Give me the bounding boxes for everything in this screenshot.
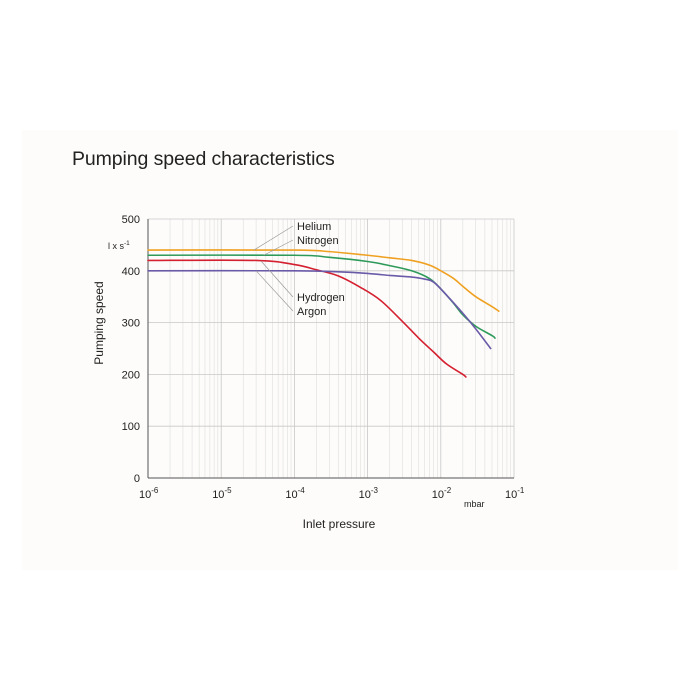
y-tick-label: 400 [122,266,140,278]
series-lines [147,249,500,378]
legend-label-helium: Helium [297,221,331,233]
y-unit-base: l x s [108,241,125,251]
series-line-argon [147,269,492,350]
y-unit-exp: -1 [124,240,130,247]
x-tick-base: 10 [505,489,517,501]
legend-leader-lines [253,225,294,312]
x-tick-labels: 10-6 10-5 10-4 10-3 10-2 10-1 [139,486,525,501]
y-tick-label: 0 [134,473,140,485]
x-unit-label: mbar [464,499,485,509]
series-line-nitrogen [147,254,496,339]
figure-panel [22,130,678,570]
x-tick-base: 10 [212,489,224,501]
x-tick-exp: -2 [444,486,452,495]
x-tick-exp: -5 [224,486,232,495]
y-tick-label: 100 [122,421,140,433]
x-tick-exp: -4 [298,486,306,495]
x-tick-label: 10-1 [505,486,525,501]
x-tick-label: 10-2 [432,486,452,501]
x-tick-label: 10-4 [285,486,305,501]
legend-label-argon: Argon [297,306,326,318]
y-tick-label: 200 [122,369,140,381]
x-tick-base: 10 [432,489,444,501]
legend-leader-argon [255,270,294,312]
grid-minor [169,219,511,478]
x-tick-exp: -1 [517,486,525,495]
x-tick-label: 10-6 [139,486,159,501]
legend-label-hydrogen: Hydrogen [297,292,345,304]
series-line-helium [147,249,500,312]
x-tick-label: 10-5 [212,486,232,501]
x-tick-base: 10 [359,489,371,501]
y-axis-label: Pumping speed [92,281,106,364]
y-unit-label: l x s-1 [108,240,130,251]
legend-leader-nitrogen [263,239,294,256]
legend-labels: Helium Nitrogen Hydrogen Argon [297,221,345,318]
y-tick-label: 500 [122,214,140,226]
x-tick-base: 10 [285,489,297,501]
x-tick-base: 10 [139,489,151,501]
chart-title: Pumping speed characteristics [72,148,335,170]
legend-leader-hydrogen [260,260,294,298]
x-tick-exp: -3 [371,486,379,495]
x-axis-label: Inlet pressure [303,517,376,531]
legend-label-nitrogen: Nitrogen [297,235,339,247]
legend-leader-helium [253,225,294,251]
series-line-hydrogen [147,259,467,378]
y-tick-labels: 0 100 200 300 400 500 [122,214,140,485]
y-tick-label: 300 [122,318,140,330]
x-tick-exp: -6 [151,486,159,495]
x-tick-label: 10-3 [359,486,379,501]
axes [147,219,514,479]
